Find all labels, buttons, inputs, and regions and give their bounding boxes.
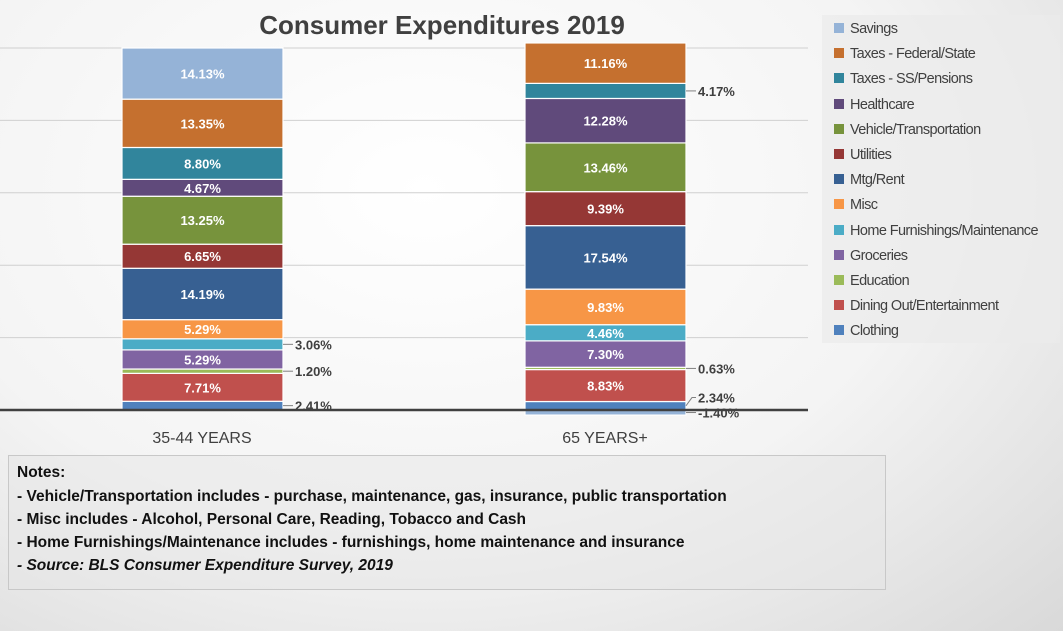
legend-label: Groceries — [850, 247, 908, 264]
legend-item: Taxes - Federal/State — [834, 46, 976, 63]
bar-segment — [121, 98, 284, 149]
data-label: 12.28% — [583, 114, 628, 129]
data-label: 8.83% — [587, 379, 624, 394]
note-line: - Vehicle/Transportation includes - purc… — [17, 488, 727, 505]
notes-heading: Notes: — [17, 464, 66, 481]
data-label: 7.30% — [587, 347, 624, 362]
legend-label: Dining Out/Entertainment — [850, 298, 999, 315]
bar-segment — [524, 142, 687, 193]
legend-item: Vehicle/Transportation — [834, 122, 981, 138]
data-label: 9.83% — [587, 300, 624, 315]
bar-segment — [121, 146, 284, 180]
legend-swatch — [834, 73, 844, 84]
legend-label: Mtg/Rent — [850, 172, 905, 189]
legend-label: Savings — [850, 21, 898, 37]
data-label: 2.34% — [698, 391, 735, 406]
data-label: 13.35% — [180, 116, 225, 131]
bar-segment — [121, 338, 284, 351]
legend-swatch — [834, 199, 844, 210]
legend-swatch — [834, 300, 844, 311]
legend-label: Taxes - SS/Pensions — [850, 71, 973, 88]
data-label: 4.46% — [587, 326, 624, 341]
data-label: 14.19% — [180, 287, 225, 302]
bar-segment — [524, 288, 687, 326]
chart-title: Consumer Expenditures 2019 — [259, 10, 625, 40]
bar-segment — [524, 191, 687, 227]
legend-swatch — [834, 174, 844, 185]
legend-swatch — [834, 224, 844, 235]
legend-item: Groceries — [834, 247, 908, 264]
data-label: 13.46% — [583, 160, 628, 175]
legend-item: Education — [834, 273, 910, 289]
bar-segment — [121, 267, 284, 321]
label-leader-line — [685, 397, 696, 407]
legend-swatch — [834, 325, 844, 336]
legend-item: Mtg/Rent — [834, 172, 905, 189]
legend-swatch — [834, 48, 844, 59]
legend-item: Savings — [834, 21, 898, 37]
chart-plot: 7.71% 5.29% 5.29% 14.19% 6.65% 13.25% 4.67% 8.8… — [0, 42, 808, 421]
legend-item: Taxes - SS/Pensions — [834, 71, 973, 88]
data-label: 17.54% — [583, 250, 628, 265]
data-label: 8.80% — [184, 156, 221, 171]
data-label: 4.17% — [698, 84, 735, 99]
legend-item: Dining Out/Entertainment — [834, 298, 999, 315]
legend-item: Misc — [834, 197, 878, 214]
data-label: 2.41% — [295, 399, 332, 414]
legend-label: Healthcare — [850, 96, 915, 113]
legend-label: Home Furnishings/Maintenance — [850, 222, 1039, 239]
legend-item: Home Furnishings/Maintenance — [834, 222, 1039, 239]
legend-item: Utilities — [834, 147, 892, 163]
bar-segment — [524, 97, 687, 144]
bar-segment — [121, 368, 284, 374]
legend-item: Healthcare — [834, 96, 915, 113]
bar-segment — [524, 225, 687, 290]
legend-swatch — [834, 275, 844, 285]
bar-segment — [121, 372, 284, 402]
data-label: 3.06% — [295, 337, 332, 352]
data-label: -1.40% — [698, 406, 740, 421]
data-label: 14.13% — [180, 67, 225, 82]
legend-swatch — [834, 23, 844, 33]
legend-swatch — [834, 123, 844, 134]
legend-label: Vehicle/Transportation — [850, 121, 981, 138]
bar-segment — [121, 400, 284, 411]
legend-label: Misc — [850, 197, 878, 214]
legend: Savings Taxes - Federal/State Taxes - SS/P… — [822, 15, 1060, 343]
legend-swatch — [834, 249, 844, 260]
data-label: 4.67% — [184, 181, 221, 196]
data-label: 9.39% — [587, 202, 624, 217]
data-label: 6.65% — [184, 249, 221, 264]
category-label-35-44: 35-44 YEARS — [152, 430, 252, 447]
bar-segment — [524, 42, 687, 84]
legend-label: Utilities — [850, 147, 892, 163]
category-label-65-plus: 65 YEARS+ — [562, 430, 648, 447]
bar-segment — [524, 82, 687, 100]
legend-label: Clothing — [850, 323, 899, 340]
data-label: 7.71% — [184, 380, 221, 395]
bar-segment — [524, 368, 687, 403]
note-line: - Misc includes - Alcohol, Personal Care… — [17, 511, 527, 528]
data-label: 1.20% — [295, 364, 332, 379]
bar-segment — [524, 400, 687, 411]
legend-item: Clothing — [834, 323, 899, 340]
notes-box: Notes: - Vehicle/Transportation includes… — [8, 455, 886, 590]
data-label: 0.63% — [698, 361, 735, 376]
data-label: 11.16% — [584, 56, 628, 71]
note-line: - Home Furnishings/Maintenance includes … — [17, 534, 685, 551]
legend-label: Taxes - Federal/State — [850, 46, 976, 63]
legend-swatch — [834, 98, 844, 109]
bar-segment — [121, 243, 284, 269]
data-label: 5.29% — [184, 352, 221, 367]
data-label: 5.29% — [184, 322, 221, 337]
legend-swatch — [834, 149, 844, 159]
legend-label: Education — [850, 273, 910, 289]
bar-segment — [121, 195, 284, 245]
data-label: 13.25% — [180, 213, 225, 228]
note-source: - Source: BLS Consumer Expenditure Surve… — [17, 557, 393, 574]
bar-segment — [121, 47, 284, 100]
